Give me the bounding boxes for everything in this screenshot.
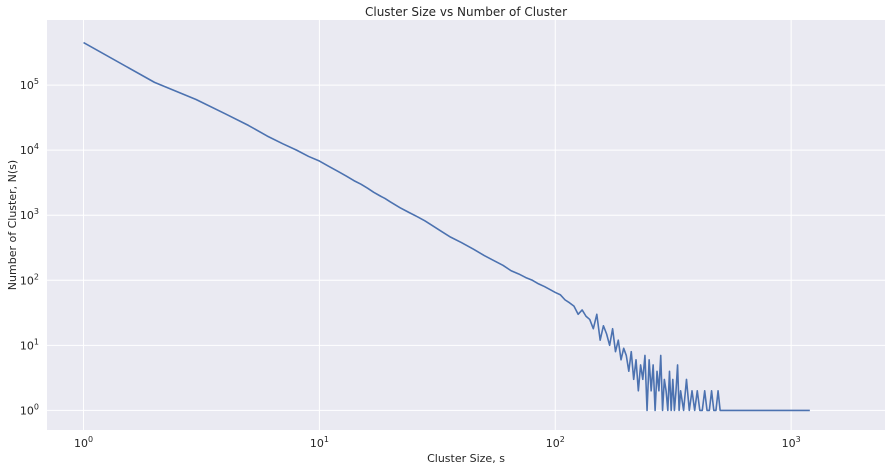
y-tick-label: 100 — [20, 402, 39, 417]
x-axis-label: Cluster Size, s — [427, 452, 505, 465]
series-line — [83, 41, 810, 412]
y-tick-label: 101 — [20, 337, 39, 352]
chart-title: Cluster Size vs Number of Cluster — [365, 5, 567, 19]
x-tick-label: 102 — [546, 435, 565, 450]
x-tick-label: 101 — [310, 435, 329, 450]
series-layer — [83, 41, 810, 412]
x-tick-labels: 100 101 102 103 — [74, 435, 801, 450]
y-tick-label: 104 — [20, 142, 39, 157]
x-tick-label: 103 — [782, 435, 801, 450]
y-tick-label: 102 — [20, 272, 39, 287]
y-axis-label: Number of Cluster, N(s) — [6, 160, 19, 290]
y-tick-label: 103 — [20, 207, 39, 222]
y-tick-labels: 100 101 102 103 104 105 — [20, 77, 39, 417]
plot-background — [47, 20, 885, 430]
grid-lines — [47, 20, 885, 430]
y-tick-label: 105 — [20, 77, 39, 92]
x-tick-label: 100 — [74, 435, 93, 450]
